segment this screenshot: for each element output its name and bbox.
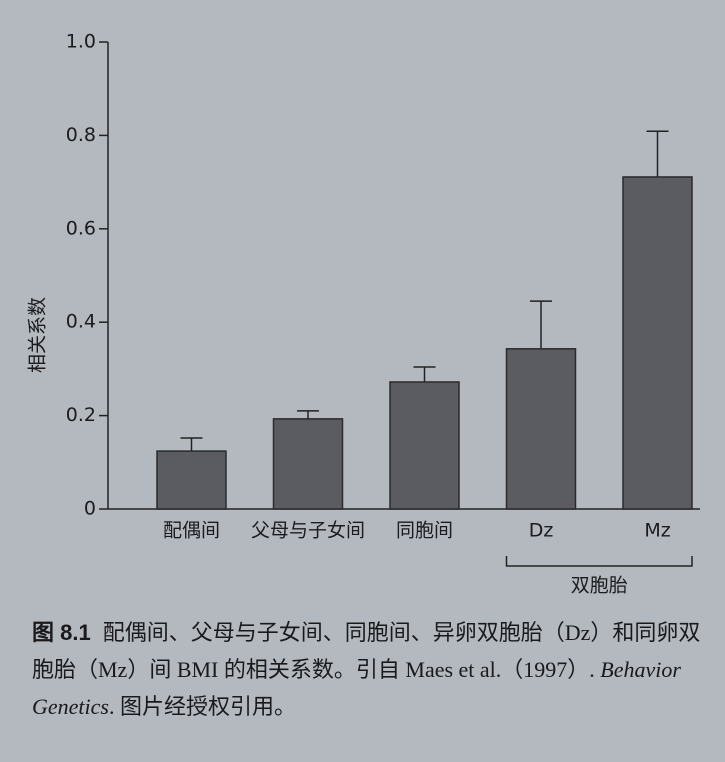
bar (389, 381, 460, 510)
caption-text: 配偶间、父母与子女间、同胞间、异卵双胞胎（Dz）和同卵双胞胎（Mz）间 BMI … (32, 620, 701, 682)
x-tick-label: Dz (529, 520, 554, 542)
bar (156, 450, 227, 510)
bar (622, 176, 693, 510)
bar (272, 418, 344, 510)
x-tick-label: 父母与子女间 (251, 520, 365, 542)
bar (505, 348, 577, 510)
y-tick-label: 0.2 (66, 404, 96, 426)
group-bracket (505, 556, 693, 567)
caption: 图 8.1 配偶间、父母与子女间、同胞间、异卵双胞胎（Dz）和同卵双胞胎（Mz）间… (32, 614, 704, 725)
caption-note: . 图片经授权引用。 (108, 694, 296, 719)
y-tick-label: 1.0 (66, 31, 96, 53)
chart: 相关系数 0 0.2 0.4 0.6 0.8 1.0 配偶间 父母与子女间 同胞间 Dz Mz 双胞胎 (27, 31, 700, 597)
x-tick-label: 配偶间 (163, 520, 220, 542)
y-tick-label: 0.4 (66, 311, 96, 333)
y-axis-label: 相关系数 (27, 297, 49, 373)
x-tick-label: 同胞间 (396, 520, 453, 542)
y-tick-label: 0 (84, 498, 96, 520)
y-tick-label: 0.8 (66, 124, 96, 146)
group-label: 双胞胎 (571, 575, 628, 597)
caption-label: 图 8.1 (32, 620, 91, 645)
y-tick-label: 0.6 (66, 217, 96, 239)
caption-journal: Behavior Genetics (32, 657, 681, 719)
x-tick-label: Mz (644, 520, 670, 542)
